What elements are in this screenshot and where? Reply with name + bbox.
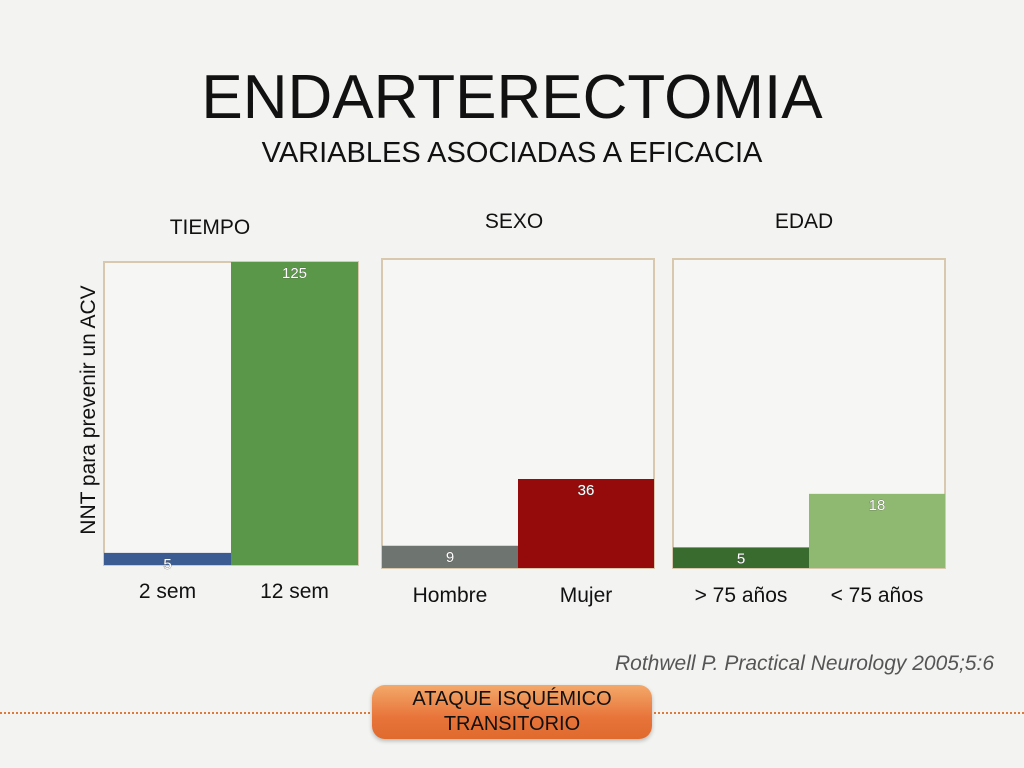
panel-title-tiempo: TIEMPO bbox=[169, 216, 251, 239]
category-label: 12 sem bbox=[260, 580, 329, 603]
tia-button-line1: ATAQUE ISQUÉMICO bbox=[412, 688, 612, 710]
category-label: > 75 años bbox=[695, 584, 788, 607]
bar-1 bbox=[104, 552, 231, 565]
panel-title-sexo: SEXO bbox=[484, 210, 544, 233]
dotted-divider-right bbox=[654, 712, 1024, 714]
chart-panel-2: 9 Hombre 36 Mujer bbox=[381, 258, 655, 607]
bar-2 bbox=[231, 262, 358, 565]
slide-title: ENDARTERECTOMIA bbox=[201, 63, 823, 132]
data-label: 5 bbox=[163, 556, 171, 573]
bar-2 bbox=[809, 493, 945, 568]
slide-subtitle: VARIABLES ASOCIADAS A EFICACIA bbox=[261, 137, 763, 169]
panel-title-edad: EDAD bbox=[774, 210, 834, 233]
source-citation: Rothwell P. Practical Neurology 2005;5:6 bbox=[615, 652, 994, 675]
data-label: 125 bbox=[282, 265, 307, 282]
bar-2 bbox=[518, 479, 654, 568]
data-label: 36 bbox=[578, 482, 595, 499]
data-label: 9 bbox=[446, 549, 454, 566]
bar-1 bbox=[382, 545, 518, 568]
category-label: 2 sem bbox=[139, 580, 196, 603]
tia-button-line2: TRANSITORIO bbox=[443, 713, 581, 735]
chart-panel-3: 5 > 75 años 18 < 75 años bbox=[672, 258, 946, 607]
bar-1 bbox=[673, 547, 809, 568]
tia-button[interactable]: ATAQUE ISQUÉMICO TRANSITORIO bbox=[372, 685, 652, 739]
category-label: Mujer bbox=[560, 584, 613, 607]
data-label: 5 bbox=[737, 550, 745, 567]
data-label: 18 bbox=[869, 497, 886, 514]
category-label: < 75 años bbox=[831, 584, 924, 607]
chart-panel-1: 5 2 sem 125 12 sem bbox=[103, 261, 359, 603]
category-label: Hombre bbox=[413, 584, 488, 607]
dotted-divider-left bbox=[0, 712, 370, 714]
